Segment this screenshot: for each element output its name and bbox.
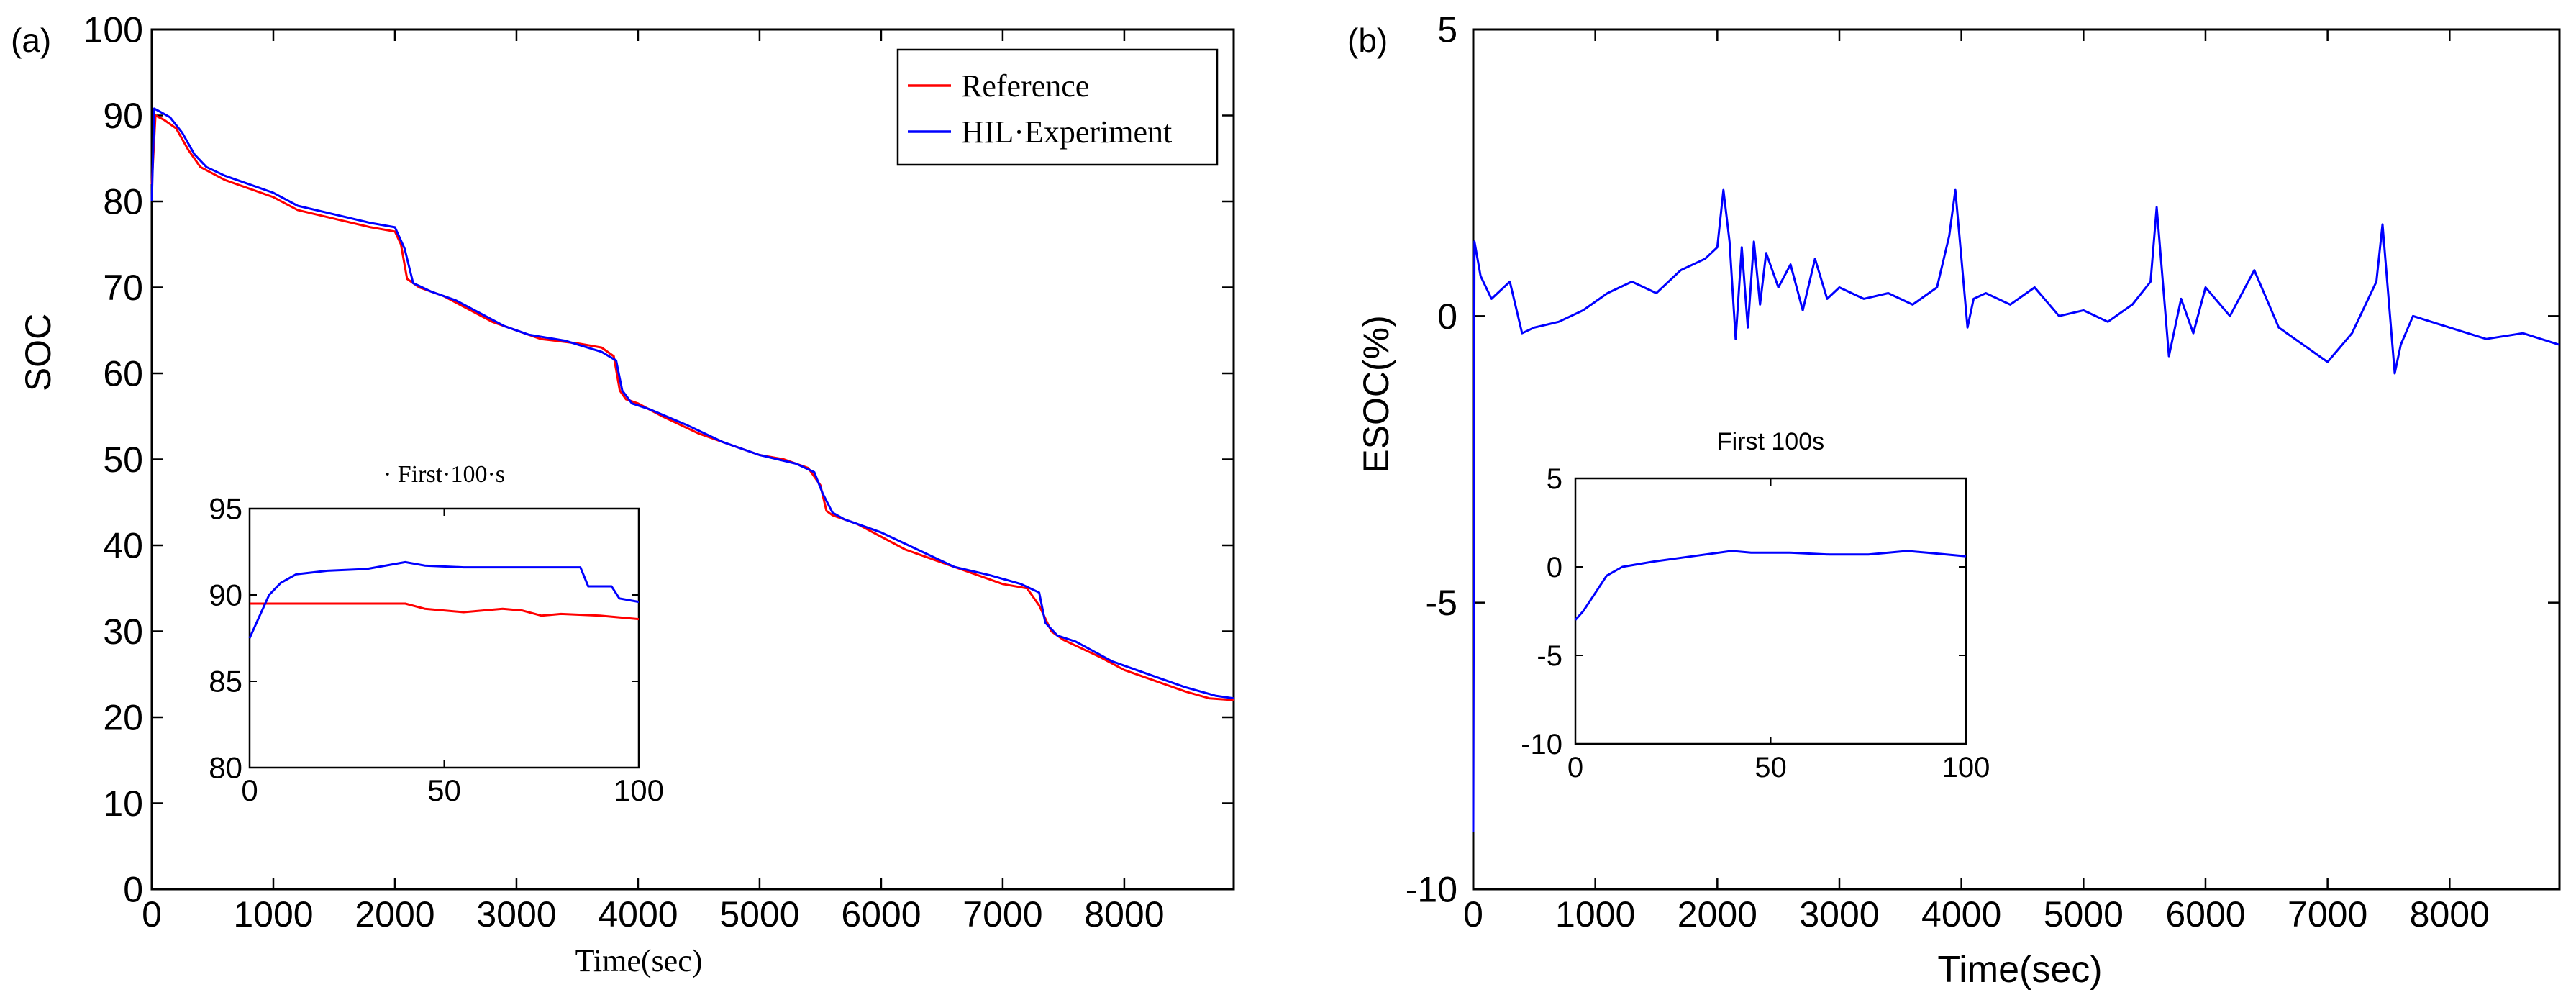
- panel-b-inset-ytick-label: 5: [1547, 463, 1562, 495]
- panel-a-ytick-label: 60: [103, 354, 143, 394]
- panel-b-xtick-label: 7000: [2288, 894, 2367, 934]
- panel-a-xtick-label: 7000: [962, 894, 1042, 934]
- panel-a-xtick-label: 6000: [841, 894, 921, 934]
- panel-b-xtick-label: 1000: [1555, 894, 1635, 934]
- panel-b-xtick-label: 6000: [2165, 894, 2245, 934]
- panel-a-inset-ytick-label: 85: [209, 665, 242, 699]
- panel-a-axes: 0 1000 2000 3000 4000 5000 6000 7000 80000102030…: [83, 10, 1235, 934]
- panel-b-inset-frame: [1574, 477, 1967, 745]
- panel-b-inset-xtick-label: 0: [1567, 752, 1583, 783]
- panel-b-inset-ytick-label: 0: [1547, 552, 1562, 583]
- panel-a-label: (a): [11, 22, 51, 59]
- panel-a-xtick-label: 3000: [476, 894, 556, 934]
- panel-a-ytick-label: 30: [103, 611, 143, 652]
- panel-a-inset-frame: [248, 507, 640, 769]
- panel-b-xtick-label: 5000: [2044, 894, 2124, 934]
- panel-b-xtick-label: 8000: [2410, 894, 2490, 934]
- panel-a-ytick-label: 80: [103, 182, 143, 222]
- panel-b-inset-title: First 100s: [1717, 428, 1824, 455]
- panel-b-xtick-label: 3000: [1799, 894, 1879, 934]
- panel-b-xtick-label: 0: [1463, 894, 1483, 934]
- panel-b-ytick-label: 0: [1437, 296, 1457, 337]
- panel-b-series-esoc: [1472, 188, 2560, 832]
- panel-a-ytick-label: 100: [83, 10, 143, 50]
- panel-a-ytick-label: 90: [103, 96, 143, 136]
- panel-b-xlabel: Time(sec): [1937, 949, 2102, 991]
- panel-b-inset-ytick-label: -10: [1521, 729, 1562, 760]
- panel-a-legend-entry: Reference: [961, 68, 1089, 104]
- panel-a-xtick-label: 0: [142, 894, 162, 934]
- panel-a-xtick-label: 5000: [719, 894, 799, 934]
- panel-a-ytick-label: 10: [103, 783, 143, 824]
- panel-a-inset-series-hil-experiment: [248, 560, 640, 639]
- panel-a-ytick-label: 40: [103, 526, 143, 566]
- panel-a-ytick-label: 0: [123, 870, 143, 910]
- panel-b-axes: 0 1000 2000 3000 4000 5000 6000 7000 8000-10-505: [1406, 10, 2561, 934]
- panel-a-inset-xtick-label: 0: [241, 773, 258, 807]
- panel-a-ytick-label: 20: [103, 698, 143, 738]
- panel-a-inset-ytick-label: 95: [209, 492, 242, 526]
- panel-b-ytick-label: 5: [1437, 10, 1457, 50]
- panel-b-ytick-label: -5: [1426, 583, 1457, 623]
- panel-b-ylabel: ESOC(%): [1356, 315, 1396, 473]
- panel-b-inset-ytick-label: -5: [1537, 640, 1562, 672]
- panel-b-ytick-label: -10: [1406, 870, 1457, 910]
- panel-a-inset-ytick-label: 80: [209, 751, 242, 785]
- panel-a-xtick-label: 8000: [1084, 894, 1164, 934]
- panel-b-inset-axes: 0 50 100 -10 -5 0 5: [1521, 463, 1990, 783]
- panel-a-inset-series-reference: [250, 602, 640, 621]
- panel-a-inset-xtick-label: 50: [427, 773, 461, 807]
- panel-a-inset-ytick-label: 90: [209, 578, 242, 612]
- panel-a-xtick-label: 2000: [355, 894, 434, 934]
- panel-a-series-hil-experiment: [150, 107, 1234, 700]
- panel-b-xtick-label: 2000: [1678, 894, 1757, 934]
- panel-b-frame: [1472, 28, 2561, 891]
- panel-b-inset-series-esoc: [1574, 550, 1967, 621]
- panel-a-xlabel: Time(sec): [575, 943, 703, 978]
- panel-a-ylabel: SOC: [18, 314, 58, 391]
- panel-a-xtick-label: 4000: [598, 894, 678, 934]
- panel-b-inset-xtick-label: 100: [1942, 752, 1990, 783]
- panel-a-ytick-label: 70: [103, 268, 143, 308]
- panel-a-legend-box: [896, 48, 1219, 166]
- panel-b-label: (b): [1347, 22, 1388, 59]
- panel-b-xtick-label: 4000: [1921, 894, 2001, 934]
- panel-a-legend: Reference HIL·Experiment: [896, 48, 1219, 166]
- panel-a-inset-axes: 0 50 100 80 85 90 95: [209, 492, 664, 807]
- panel-a-series-reference: [150, 114, 1234, 701]
- panel-a-ytick-label: 50: [103, 440, 143, 480]
- panel-a-inset-xtick-label: 100: [614, 773, 664, 807]
- panel-a-xtick-label: 1000: [233, 894, 313, 934]
- panel-a-inset-title: · First·100·s: [383, 461, 505, 488]
- panel-a-legend-entry: HIL·Experiment: [961, 114, 1172, 150]
- panel-b-inset-xtick-label: 50: [1754, 752, 1787, 783]
